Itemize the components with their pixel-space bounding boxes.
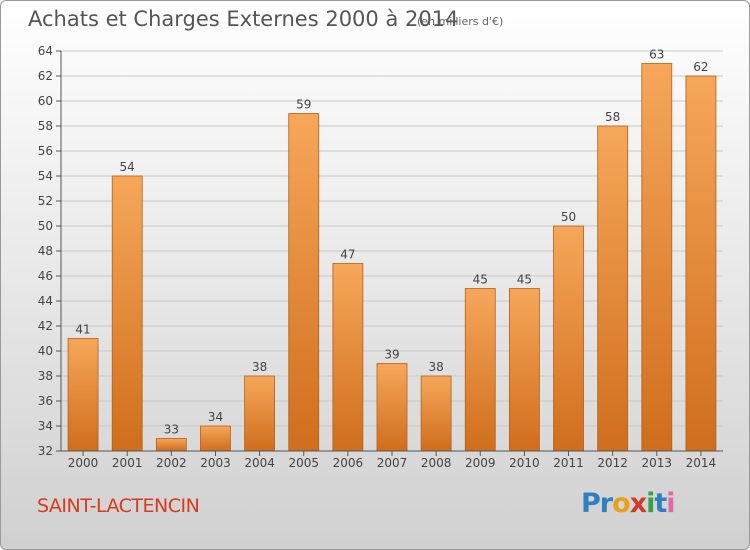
y-tick-label: 40 bbox=[38, 344, 53, 358]
x-tick-label: 2001 bbox=[112, 456, 143, 470]
x-tick-label: 2008 bbox=[421, 456, 452, 470]
bar bbox=[553, 225, 584, 452]
bar bbox=[597, 125, 629, 452]
x-tick-label: 2005 bbox=[288, 456, 319, 470]
chart-unit: (en milliers d'€) bbox=[417, 15, 504, 28]
x-tick-label: 2013 bbox=[642, 456, 673, 470]
y-tick-label: 48 bbox=[38, 244, 53, 258]
data-label: 45 bbox=[517, 273, 532, 287]
y-tick-label: 54 bbox=[38, 169, 53, 183]
bar bbox=[641, 63, 673, 452]
x-tick-label: 2007 bbox=[377, 456, 408, 470]
bar bbox=[332, 263, 364, 452]
x-tick-label: 2006 bbox=[333, 456, 364, 470]
data-label: 59 bbox=[296, 98, 311, 112]
commune-name: SAINT-LACTENCIN bbox=[37, 495, 200, 517]
bar bbox=[155, 438, 187, 452]
logo-letter: i bbox=[646, 488, 655, 519]
x-tick-label: 2000 bbox=[68, 456, 99, 470]
logo-letter: P bbox=[581, 488, 601, 519]
y-tick-label: 62 bbox=[38, 69, 53, 83]
x-tick-label: 2009 bbox=[465, 456, 496, 470]
x-tick-label: 2012 bbox=[597, 456, 628, 470]
axes bbox=[56, 50, 723, 456]
data-label: 63 bbox=[649, 48, 664, 62]
chart-title: Achats et Charges Externes 2000 à 2014 bbox=[28, 7, 459, 31]
y-tick-label: 60 bbox=[38, 94, 53, 108]
bar bbox=[111, 175, 143, 452]
bar bbox=[420, 375, 452, 452]
y-tick-label: 42 bbox=[38, 319, 53, 333]
bar bbox=[464, 288, 496, 452]
y-tick-label: 50 bbox=[38, 219, 53, 233]
logo-letter: r bbox=[599, 488, 613, 519]
y-tick-label: 36 bbox=[38, 394, 53, 408]
x-tick-label: 2014 bbox=[686, 456, 717, 470]
y-tick-label: 38 bbox=[38, 369, 53, 383]
y-tick-label: 44 bbox=[38, 294, 53, 308]
bar bbox=[288, 113, 320, 452]
data-label: 41 bbox=[75, 323, 90, 337]
data-label: 45 bbox=[473, 273, 488, 287]
bar bbox=[508, 288, 540, 452]
logo-letter: x bbox=[629, 488, 647, 519]
data-label: 47 bbox=[340, 248, 355, 262]
labels: 32 34 36 38 40 42 44 46 48 50 52 54 56 58 60 62 64 41 2000… bbox=[38, 44, 716, 470]
y-tick-label: 64 bbox=[38, 44, 53, 58]
y-tick-label: 56 bbox=[38, 144, 53, 158]
data-label: 33 bbox=[164, 423, 179, 437]
x-tick-label: 2003 bbox=[200, 456, 231, 470]
x-tick-label: 2002 bbox=[156, 456, 187, 470]
bar bbox=[200, 425, 231, 452]
y-tick-label: 52 bbox=[38, 194, 53, 208]
logo-letter: i bbox=[666, 488, 675, 519]
logo-letter: o bbox=[612, 488, 631, 519]
data-label: 50 bbox=[561, 210, 576, 224]
data-label: 54 bbox=[120, 160, 135, 174]
logo-letter: t bbox=[654, 488, 667, 519]
y-tick-label: 32 bbox=[38, 444, 53, 458]
bar bbox=[376, 363, 408, 452]
y-tick-label: 34 bbox=[38, 419, 53, 433]
bar bbox=[685, 75, 717, 452]
data-label: 39 bbox=[384, 348, 399, 362]
x-tick-label: 2011 bbox=[553, 456, 584, 470]
proxiti-logo: Proxiti bbox=[581, 488, 676, 519]
data-label: 38 bbox=[428, 360, 443, 374]
data-label: 34 bbox=[208, 410, 223, 424]
data-label: 62 bbox=[693, 60, 708, 74]
y-tick-label: 58 bbox=[38, 119, 53, 133]
x-tick-label: 2004 bbox=[244, 456, 275, 470]
x-tick-label: 2010 bbox=[509, 456, 540, 470]
bar bbox=[244, 375, 276, 452]
data-label: 58 bbox=[605, 110, 620, 124]
bars bbox=[67, 63, 717, 452]
data-label: 38 bbox=[252, 360, 267, 374]
bar bbox=[67, 338, 99, 452]
y-tick-label: 46 bbox=[38, 269, 53, 283]
